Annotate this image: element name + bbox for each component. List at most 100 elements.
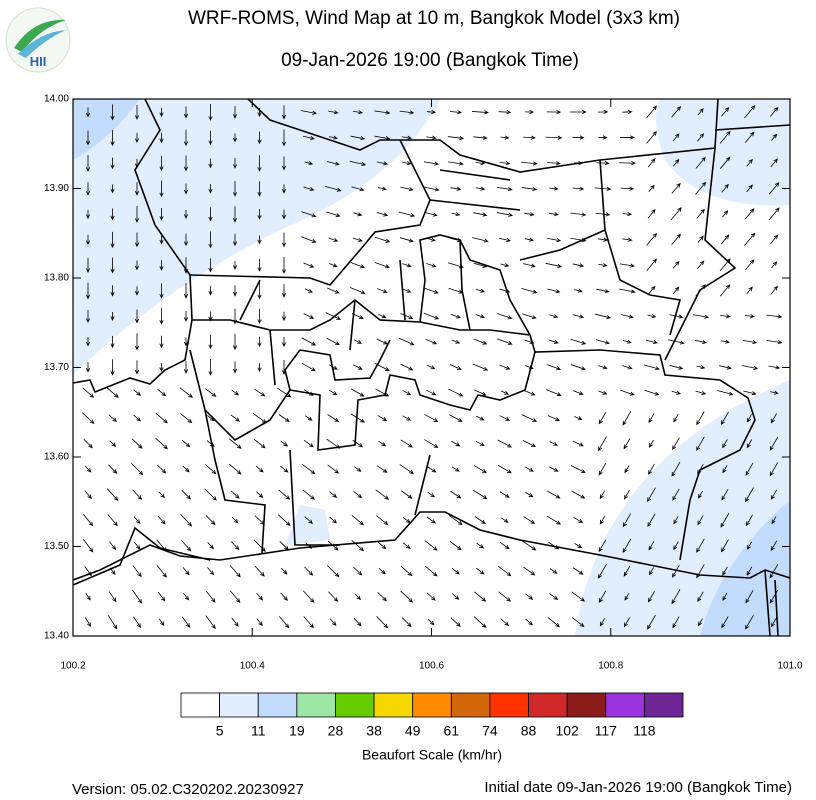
wind-arrow <box>720 284 731 297</box>
wind-arrow <box>425 338 438 345</box>
wind-arrow <box>134 309 140 324</box>
wind-arrow <box>325 312 342 320</box>
wind-arrow <box>254 388 266 397</box>
wind-arrow <box>400 363 414 371</box>
wind-arrow <box>643 364 660 371</box>
wind-arrow <box>376 212 389 217</box>
wind-arrow <box>182 616 191 628</box>
wind-arrow <box>159 362 164 372</box>
wind-arrow <box>524 109 534 115</box>
wind-arrow <box>351 186 365 192</box>
wind-arrow <box>521 414 538 422</box>
lat-tick-label: 14.00 <box>44 94 69 105</box>
wind-arrow <box>82 387 95 398</box>
wind-arrow <box>110 104 115 121</box>
wind-arrow <box>598 263 608 268</box>
wind-arrow <box>768 365 781 370</box>
wind-arrow <box>427 364 436 370</box>
wind-arrow <box>280 592 288 601</box>
wind-arrow <box>280 465 289 473</box>
wind-arrow <box>425 212 438 217</box>
wind-arrow <box>423 186 440 192</box>
wind-arrow <box>281 156 287 171</box>
wind-arrow <box>426 237 436 242</box>
wind-arrow <box>547 161 561 166</box>
wind-arrow <box>672 159 680 167</box>
wind-arrow <box>110 335 115 349</box>
wind-arrow <box>107 615 118 630</box>
colorbar-swatch <box>566 692 607 718</box>
wind-arrow <box>646 105 657 119</box>
wind-arrow <box>696 538 705 553</box>
wind-arrow <box>669 364 684 370</box>
wind-arrow <box>500 135 510 140</box>
wind-arrow <box>572 314 585 319</box>
wind-arrow <box>377 592 388 602</box>
wind-arrow <box>595 212 611 217</box>
wind-arrow <box>497 464 512 474</box>
wind-arrow <box>499 161 511 166</box>
wind-arrow <box>133 541 141 550</box>
wind-arrow <box>746 286 753 295</box>
wind-arrow <box>325 185 342 192</box>
colorbar-label: 74 <box>482 723 498 739</box>
wind-arrow <box>182 440 191 448</box>
wind-arrow <box>110 285 115 297</box>
wind-arrow <box>668 339 685 345</box>
wind-arrow <box>205 515 216 526</box>
wind-arrow <box>157 515 166 525</box>
wind-arrow <box>85 182 91 196</box>
map-area <box>73 99 790 636</box>
wind-arrow <box>598 412 607 425</box>
wind-arrow <box>427 618 435 626</box>
wind-arrow <box>281 232 287 248</box>
wind-arrows <box>81 104 783 630</box>
wind-arrow <box>232 285 238 297</box>
wind-arrow <box>598 135 608 140</box>
wind-arrow <box>524 212 535 217</box>
wind-arrow <box>134 132 140 144</box>
wind-arrow <box>522 540 537 551</box>
wind-arrow <box>158 491 165 499</box>
wind-shade <box>656 99 790 206</box>
wind-arrow <box>133 414 142 422</box>
wind-arrow <box>374 110 391 115</box>
wind-arrow <box>132 565 142 578</box>
wind-arrow <box>85 362 91 373</box>
wind-arrow <box>180 413 193 424</box>
wind-arrow <box>257 131 262 145</box>
colorbar-swatch <box>219 692 259 718</box>
wind-arrow <box>475 288 486 293</box>
wind-arrow <box>743 390 757 396</box>
wind-arrow <box>232 158 238 169</box>
wind-arrow <box>769 564 779 579</box>
wind-arrow <box>770 413 778 424</box>
wind-arrow <box>400 313 414 320</box>
wind-arrow <box>376 616 389 629</box>
wind-arrow <box>524 237 534 242</box>
wind-arrow <box>353 212 363 217</box>
wind-arrow <box>450 313 462 319</box>
wind-arrow <box>303 439 314 448</box>
wind-arrow <box>85 130 91 146</box>
wind-arrow <box>472 237 489 243</box>
wind-arrow <box>327 414 340 423</box>
wind-arrow <box>594 313 612 320</box>
wind-arrow <box>108 414 117 423</box>
wind-arrow <box>85 155 91 172</box>
wind-arrow <box>426 465 437 473</box>
wind-arrow <box>106 488 119 502</box>
wind-arrow <box>328 237 339 242</box>
wind-arrow <box>400 590 414 603</box>
wind-arrow <box>574 288 583 293</box>
wind-arrow <box>696 411 705 426</box>
wind-arrow <box>448 414 463 422</box>
lat-tick-label: 13.80 <box>44 273 69 284</box>
wind-arrow <box>672 133 680 142</box>
wind-arrow <box>303 186 315 191</box>
wind-arrow <box>523 135 536 140</box>
wind-arrow <box>426 592 436 601</box>
wind-arrow <box>499 491 510 498</box>
wind-arrow <box>649 439 654 448</box>
wind-arrow <box>473 489 488 500</box>
